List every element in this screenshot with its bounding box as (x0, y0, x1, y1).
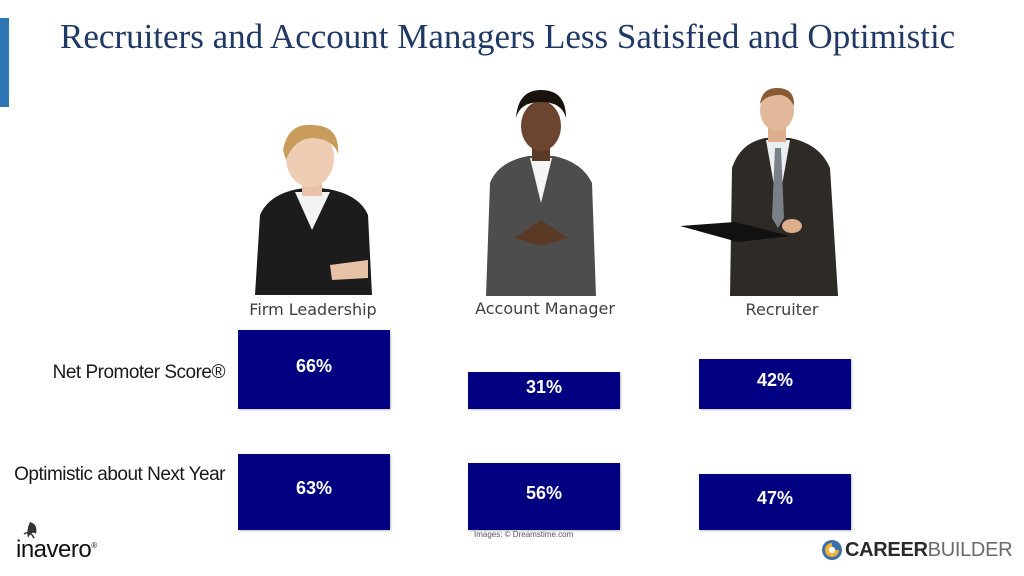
bar-net-promoter-score-firm-leadership: 66% (238, 330, 390, 409)
bar-value-label: 66% (295, 356, 333, 376)
bar-optimistic-next-year-firm-leadership: 63% (238, 454, 390, 530)
row-label-optimistic-next-year: Optimistic about Next Year (14, 464, 225, 485)
page-title: Recruiters and Account Managers Less Sat… (60, 17, 956, 56)
bar-value-label: 63% (295, 478, 333, 498)
firm-leadership-photo (250, 120, 375, 295)
accent-bar (0, 18, 9, 107)
careerbuilder-logo-icon (822, 540, 842, 560)
inavero-logo-text: inavero® (16, 536, 97, 563)
bar-value-label: 42% (756, 370, 794, 390)
row-label-net-promoter-score: Net Promoter Score® (52, 362, 226, 383)
bar-net-promoter-score-account-manager: 31% (468, 372, 620, 409)
bar-optimistic-next-year-recruiter: 47% (699, 474, 851, 530)
account-manager-photo (486, 90, 596, 296)
inavero-logo (23, 522, 37, 539)
careerbuilder-logo-text: CAREERBUILDER (845, 539, 1013, 561)
bar-net-promoter-score-recruiter: 42% (699, 359, 851, 409)
image-credit: Images: © Dreamstime.com (474, 530, 574, 539)
persona-label-account-manager: Account Manager (475, 299, 615, 318)
bar-value-label: 31% (525, 377, 563, 397)
bar-value-label: 56% (525, 483, 563, 503)
persona-label-recruiter: Recruiter (745, 300, 819, 319)
persona-label-firm-leadership: Firm Leadership (249, 300, 377, 319)
bar-optimistic-next-year-account-manager: 56% (468, 463, 620, 530)
recruiter-photo (680, 88, 838, 296)
bar-value-label: 47% (756, 488, 794, 508)
